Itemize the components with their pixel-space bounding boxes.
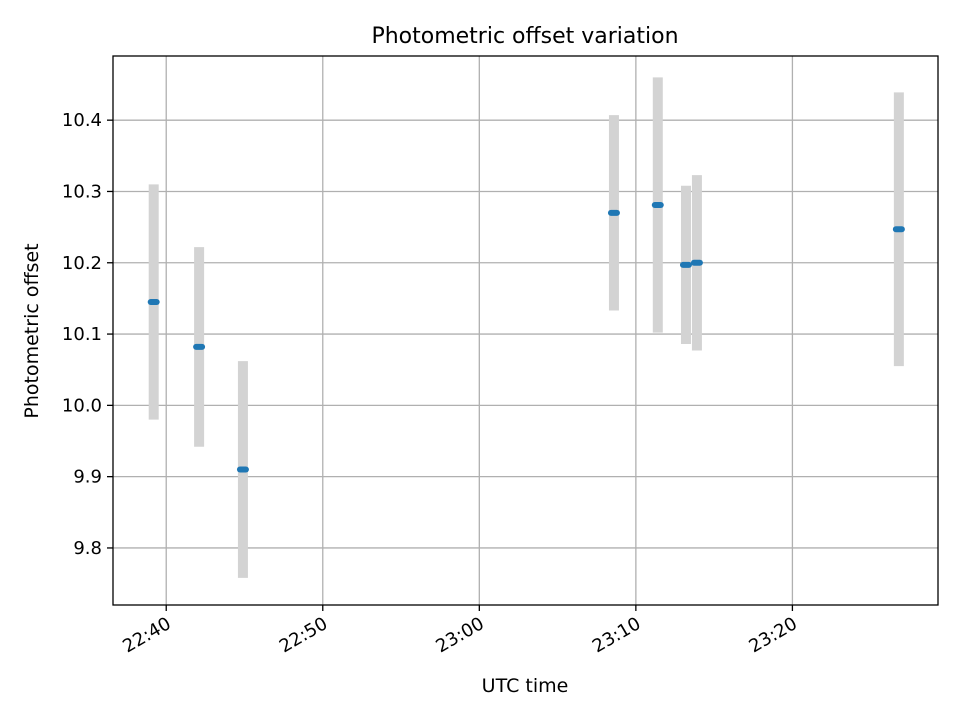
y-axis-ticks: 9.8 9.9 10.0 10.1 10.2 10.3 10.4 — [62, 110, 113, 559]
y-tick-label: 10.1 — [62, 324, 102, 345]
y-tick-label: 10.0 — [62, 395, 102, 416]
x-axis-label: UTC time — [482, 675, 569, 697]
data-point — [607, 209, 620, 216]
data-points — [147, 202, 905, 473]
y-tick-label: 9.9 — [73, 467, 102, 488]
chart-title: Photometric offset variation — [371, 24, 678, 49]
y-tick-label: 10.2 — [62, 253, 102, 274]
grid — [113, 56, 938, 605]
data-point — [679, 261, 692, 268]
data-point — [651, 202, 664, 209]
y-tick-label: 9.8 — [73, 538, 102, 559]
data-point — [193, 343, 206, 350]
data-point — [147, 298, 160, 305]
plot-frame — [112, 55, 939, 606]
y-axis-label: Photometric offset — [21, 243, 43, 418]
data-point — [236, 466, 249, 473]
y-tick-label: 10.4 — [62, 110, 102, 131]
data-point — [892, 226, 905, 233]
data-point — [690, 259, 703, 266]
y-tick-label: 10.3 — [62, 181, 102, 202]
